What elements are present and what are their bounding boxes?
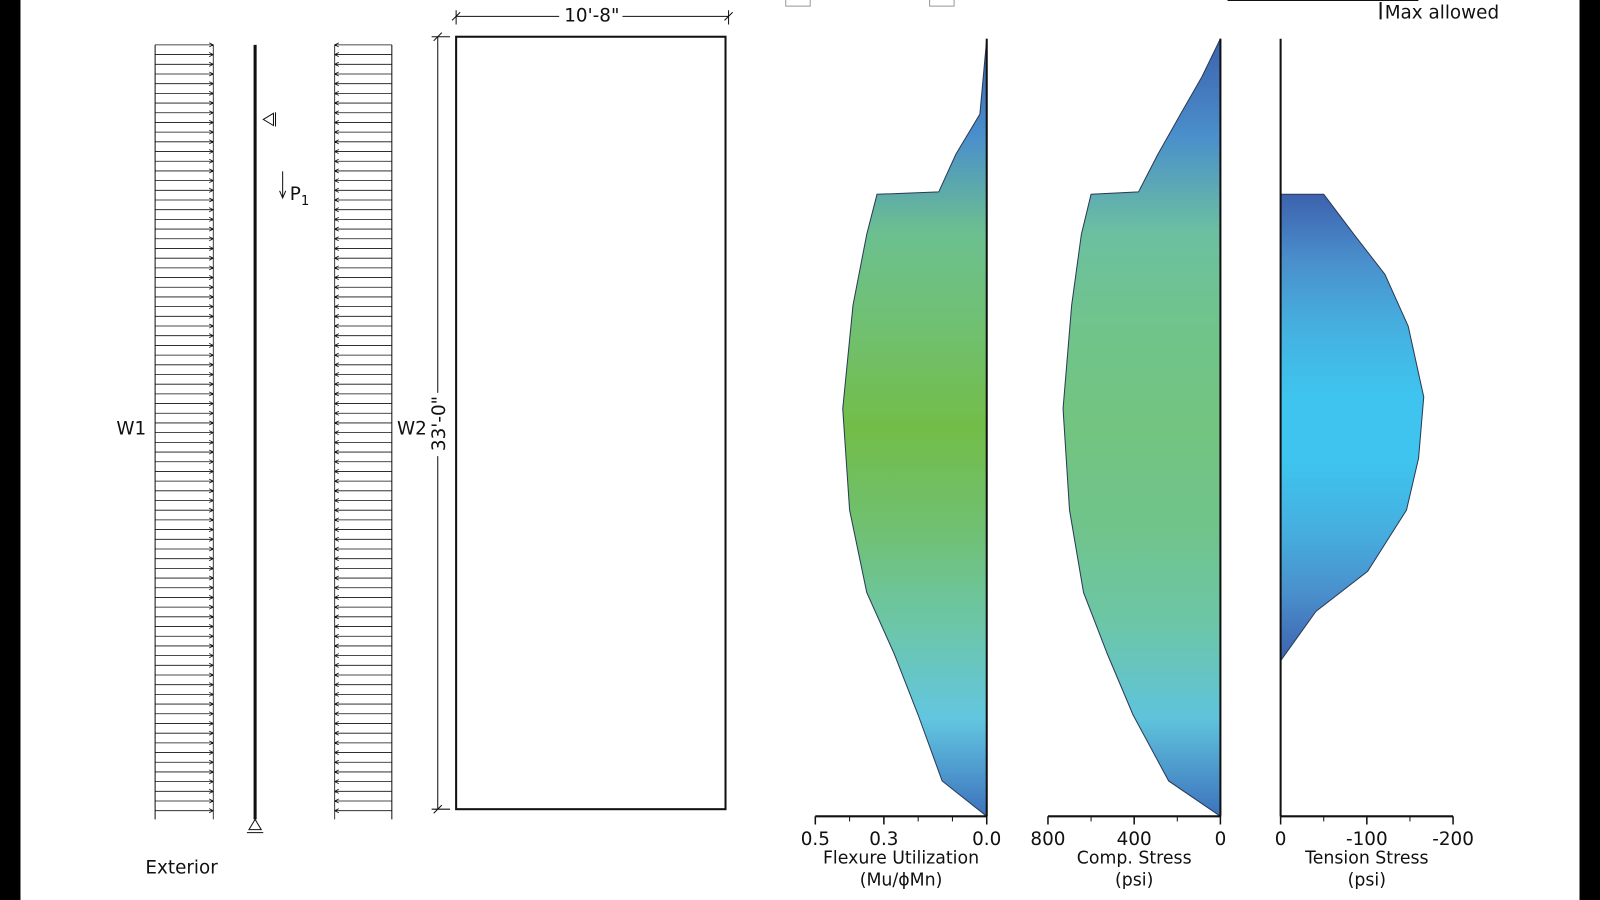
dim-bg — [426, 392, 449, 457]
w2-label: W2 — [397, 419, 427, 440]
axis-title: Tension Stress — [1304, 848, 1428, 868]
checkbox[interactable] — [785, 0, 811, 7]
tick-label: -200 — [1432, 829, 1474, 850]
w2-arrows — [333, 42, 392, 820]
tick-label: 400 — [1117, 829, 1152, 850]
axis-title: Comp. Stress — [1077, 848, 1192, 868]
height-dim-label: 33'-0" — [429, 396, 450, 451]
profile-area — [1280, 193, 1425, 663]
tick-label: 0 — [1215, 829, 1227, 850]
dim-bg — [559, 4, 623, 27]
profile-area — [1062, 38, 1221, 818]
side-label: Exterior — [145, 857, 218, 878]
tick-label: 0.3 — [869, 829, 898, 850]
axis-subtitle: (Mu/ϕMn) — [860, 871, 943, 891]
axis-subtitle: (psi) — [1115, 871, 1153, 891]
axis-title: Flexure Utilization — [823, 848, 979, 868]
frame — [1579, 0, 1600, 900]
top-support — [262, 112, 277, 127]
tick-label: 800 — [1030, 829, 1065, 850]
p-name: P — [290, 184, 301, 205]
profile-area — [842, 38, 988, 818]
tick-label: 0 — [1275, 829, 1287, 850]
frame — [0, 0, 21, 900]
axis-subtitle: (psi) — [1348, 871, 1386, 891]
checkbox[interactable] — [929, 0, 955, 7]
wall-panel — [455, 35, 727, 811]
w1-label: W1 — [116, 419, 146, 440]
w1-arrows — [155, 42, 215, 820]
tick-label: 0.5 — [801, 829, 830, 850]
legend-label: Max allowed — [1385, 2, 1499, 23]
p1-arrow — [279, 171, 287, 200]
width-dim-label: 10'-8" — [564, 5, 619, 26]
p1-label: P1 — [290, 184, 310, 209]
tick-label: -100 — [1346, 829, 1388, 850]
tick-label: 0.0 — [972, 829, 1001, 850]
p-sub: 1 — [301, 194, 309, 209]
bottom-support — [246, 818, 264, 834]
